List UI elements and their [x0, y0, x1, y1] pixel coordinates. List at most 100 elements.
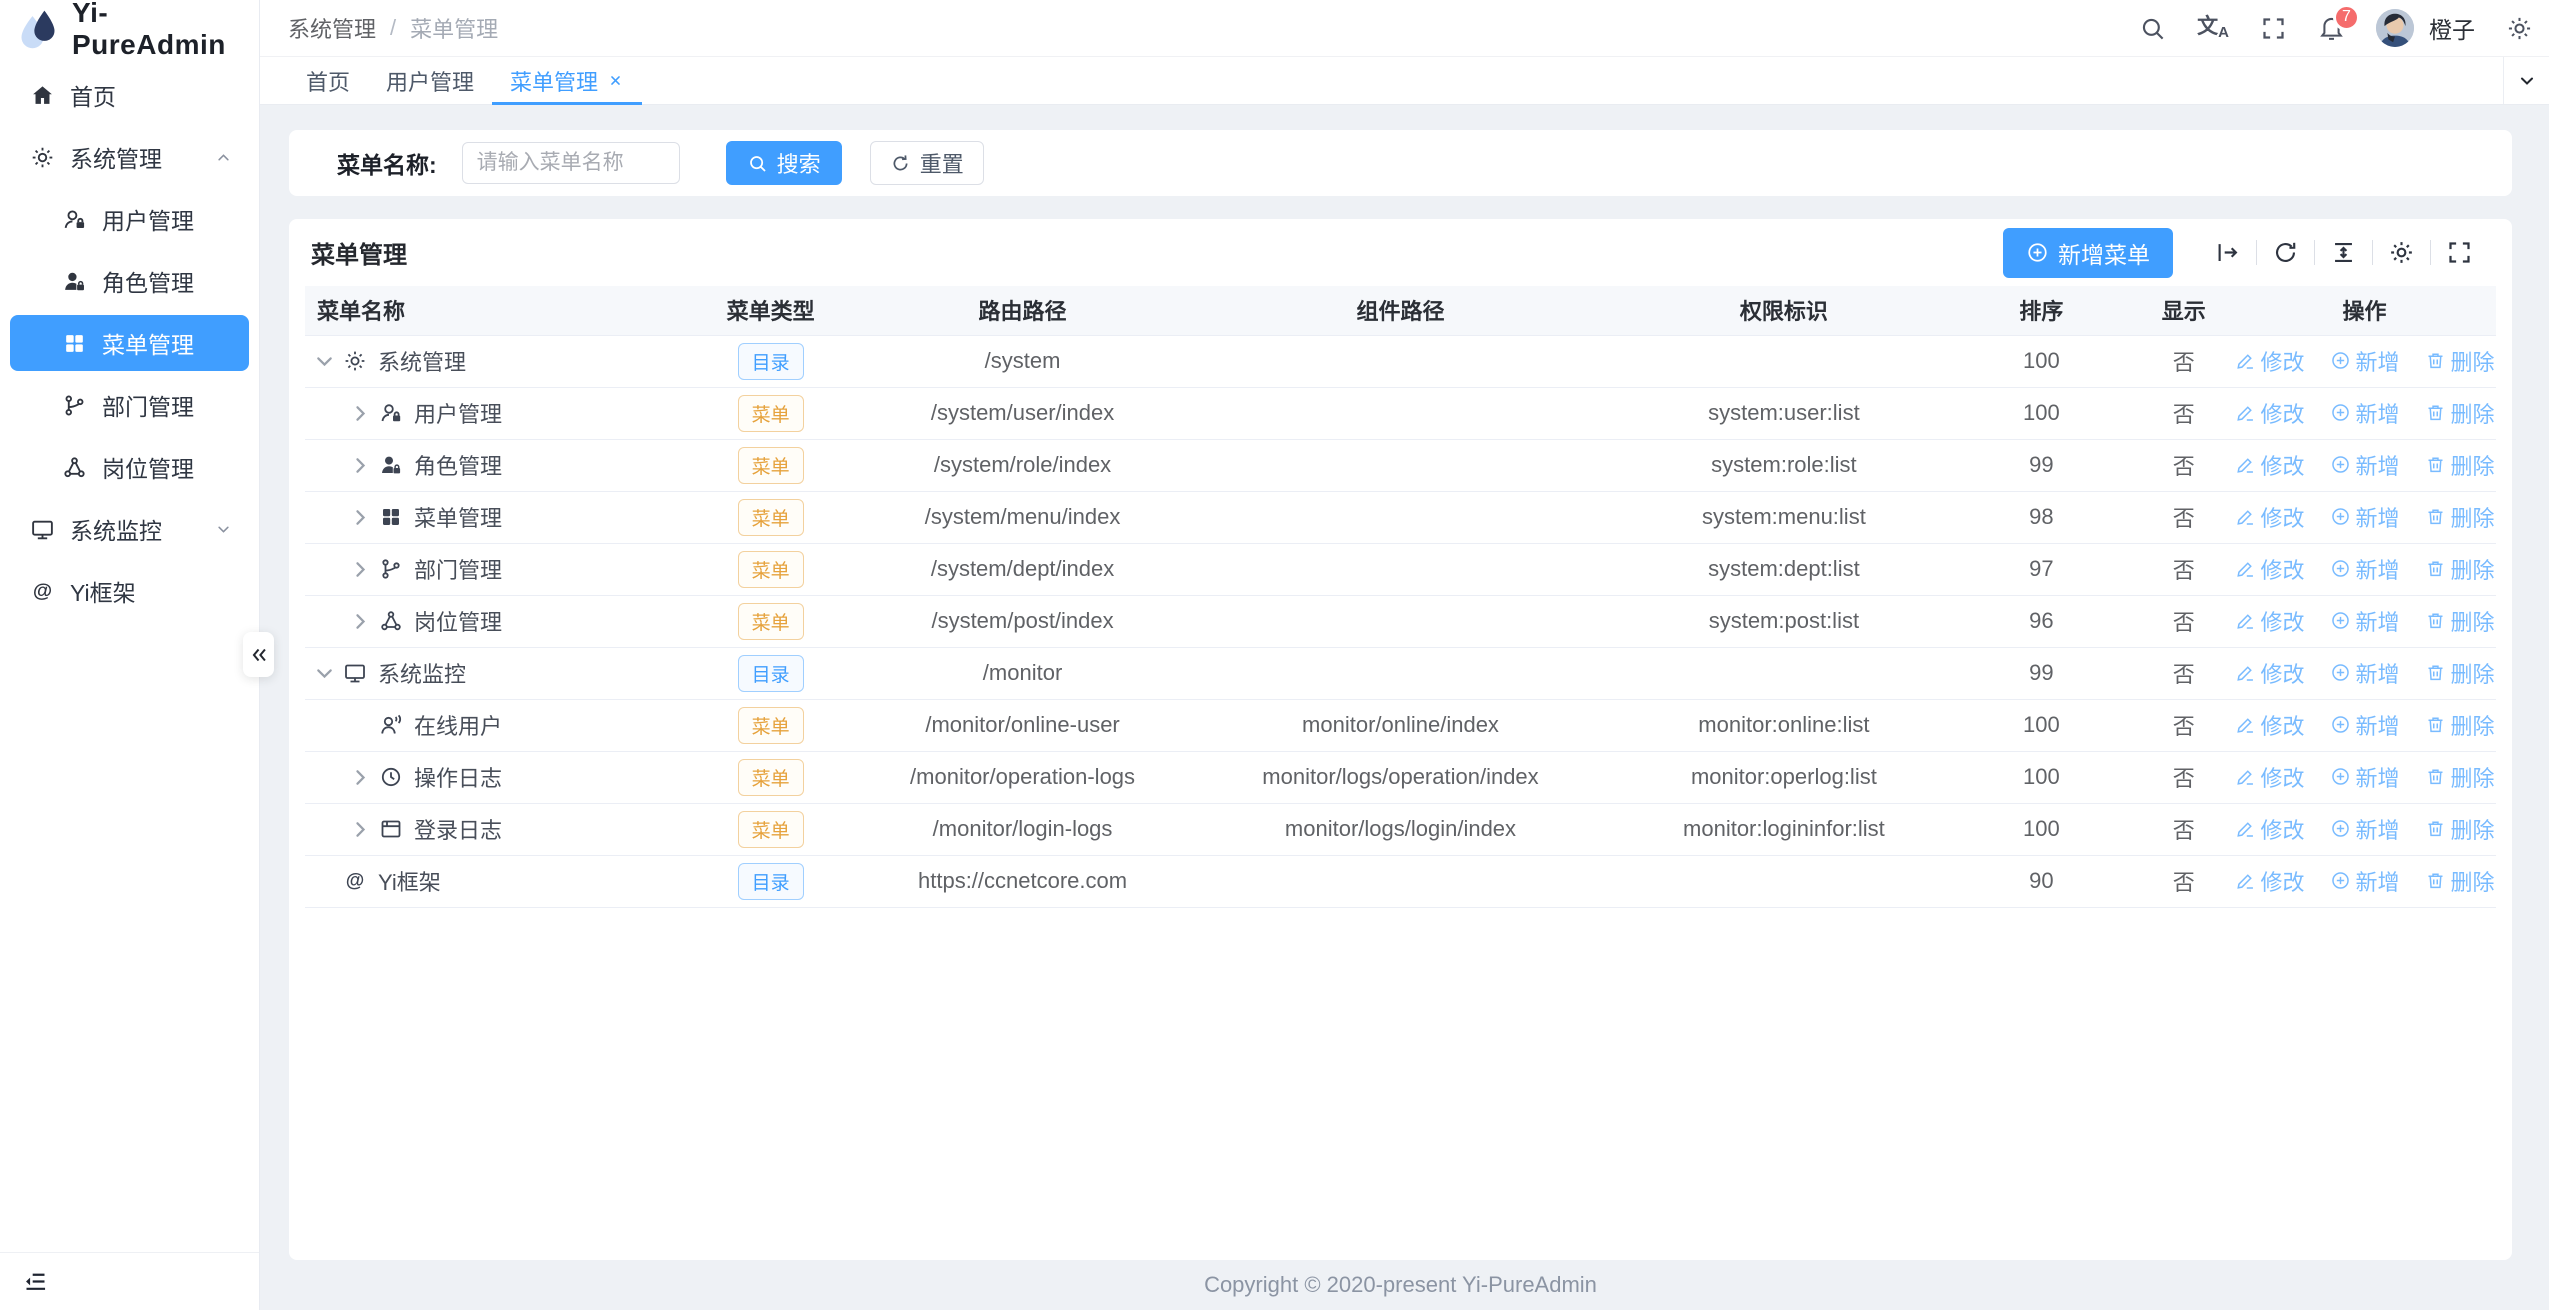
delete-link[interactable]: 删除: [2425, 709, 2495, 741]
settings-gear-icon[interactable]: [2506, 15, 2533, 42]
edit-link[interactable]: 修改: [2235, 553, 2305, 585]
sidebar-footer: [0, 1252, 259, 1310]
sidebar-item-system-management[interactable]: 系统管理: [10, 129, 249, 185]
branch-icon: [62, 393, 87, 418]
user-avatar[interactable]: [2376, 9, 2414, 47]
edit-link[interactable]: 修改: [2235, 865, 2305, 897]
search-form-card: 菜单名称: 搜索 重置: [289, 130, 2512, 196]
close-icon[interactable]: [607, 72, 624, 89]
sidebar-item-system-monitor[interactable]: 系统监控: [10, 501, 249, 557]
edit-link[interactable]: 修改: [2235, 345, 2305, 377]
delete-link[interactable]: 删除: [2425, 345, 2495, 377]
chevron-down-icon[interactable]: [311, 348, 338, 375]
online-user-icon: [379, 713, 403, 737]
cell-operations: 修改 新增 删除: [2233, 647, 2496, 700]
plus-circle-icon: [2330, 870, 2351, 891]
sidebar-item-dept-management[interactable]: 部门管理: [10, 377, 249, 433]
user-name[interactable]: 橙子: [2429, 17, 2475, 43]
sidebar-item-user-management[interactable]: 用户管理: [10, 191, 249, 247]
expand-all-icon[interactable]: [2214, 239, 2241, 266]
sidebar-item-yi-framework[interactable]: @ Yi框架: [10, 563, 249, 619]
add-link[interactable]: 新增: [2330, 709, 2400, 741]
edit-link[interactable]: 修改: [2235, 449, 2305, 481]
sidebar-item-label: 系统监控: [70, 518, 162, 544]
breadcrumb-separator: /: [390, 15, 397, 40]
chevron-right-icon[interactable]: [347, 608, 374, 635]
delete-link[interactable]: 删除: [2425, 553, 2495, 585]
table-row: 操作日志 菜单/monitor/operation-logs monitor/log…: [305, 751, 2496, 804]
sidebar-item-post-management[interactable]: 岗位管理: [10, 439, 249, 495]
delete-link[interactable]: 删除: [2425, 501, 2495, 533]
sidebar-item-role-management[interactable]: 角色管理: [10, 253, 249, 309]
add-link[interactable]: 新增: [2330, 761, 2400, 793]
tab-home[interactable]: 首页: [288, 57, 368, 104]
add-link[interactable]: 新增: [2330, 449, 2400, 481]
fullscreen-icon[interactable]: [2260, 15, 2287, 42]
delete-link[interactable]: 删除: [2425, 865, 2495, 897]
trash-icon: [2425, 662, 2446, 683]
add-link[interactable]: 新增: [2330, 657, 2400, 689]
plus-circle-icon: [2330, 402, 2351, 423]
search-icon[interactable]: [2139, 15, 2166, 42]
cell-route-path: /monitor/operation-logs: [863, 751, 1182, 804]
cell-operations: 修改 新增 删除: [2233, 334, 2496, 388]
table-fullscreen-icon[interactable]: [2446, 239, 2473, 266]
delete-link[interactable]: 删除: [2425, 449, 2495, 481]
plus-circle-icon: [2330, 506, 2351, 527]
chevron-right-icon[interactable]: [347, 504, 374, 531]
edit-link[interactable]: 修改: [2235, 657, 2305, 689]
add-link[interactable]: 新增: [2330, 501, 2400, 533]
plus-circle-icon: [2330, 454, 2351, 475]
edit-link[interactable]: 修改: [2235, 501, 2305, 533]
edit-link[interactable]: 修改: [2235, 813, 2305, 845]
notification-bell-icon[interactable]: 7: [2318, 3, 2360, 42]
chevron-right-icon[interactable]: [347, 452, 374, 479]
breadcrumb-item[interactable]: 系统管理: [288, 17, 377, 42]
pencil-icon: [2235, 662, 2256, 683]
edit-link[interactable]: 修改: [2235, 605, 2305, 637]
row-density-icon[interactable]: [2330, 239, 2357, 266]
chevron-down-icon[interactable]: [311, 660, 338, 687]
sidebar-item-home[interactable]: 首页: [10, 67, 249, 123]
tabs-more-button[interactable]: [2503, 57, 2549, 104]
menu-name-text: 岗位管理: [414, 610, 503, 635]
toolbar-divider: [2430, 240, 2431, 265]
add-link[interactable]: 新增: [2330, 397, 2400, 429]
cell-show: 否: [2134, 699, 2234, 752]
delete-link[interactable]: 删除: [2425, 657, 2495, 689]
chevron-right-icon[interactable]: [347, 556, 374, 583]
tab-user-management[interactable]: 用户管理: [368, 57, 492, 104]
add-link[interactable]: 新增: [2330, 345, 2400, 377]
edit-link[interactable]: 修改: [2235, 709, 2305, 741]
edit-link[interactable]: 修改: [2235, 761, 2305, 793]
delete-link[interactable]: 删除: [2425, 761, 2495, 793]
add-link[interactable]: 新增: [2330, 605, 2400, 637]
column-settings-icon[interactable]: [2388, 239, 2415, 266]
add-link[interactable]: 新增: [2330, 553, 2400, 585]
add-link[interactable]: 新增: [2330, 813, 2400, 845]
trash-icon: [2425, 350, 2446, 371]
sidebar-item-menu-management[interactable]: 菜单管理: [10, 315, 249, 371]
cell-route-path: /system/dept/index: [863, 543, 1182, 596]
chevron-right-icon[interactable]: [347, 764, 374, 791]
collapse-menu-icon[interactable]: [22, 1268, 49, 1295]
gear-icon: [30, 145, 55, 170]
menu-name-input[interactable]: [461, 142, 680, 184]
search-button[interactable]: 搜索: [725, 141, 842, 185]
delete-link[interactable]: 删除: [2425, 397, 2495, 429]
edit-link[interactable]: 修改: [2235, 397, 2305, 429]
delete-link[interactable]: 删除: [2425, 605, 2495, 637]
edit-link-label: 修改: [2260, 401, 2305, 427]
add-link[interactable]: 新增: [2330, 865, 2400, 897]
cell-permission: monitor:online:list: [1619, 699, 1949, 752]
chevron-right-icon[interactable]: [347, 816, 374, 843]
refresh-icon[interactable]: [2272, 239, 2299, 266]
sidebar-collapse-button[interactable]: [243, 632, 274, 677]
chevron-right-icon[interactable]: [347, 400, 374, 427]
tab-menu-management[interactable]: 菜单管理: [492, 57, 643, 105]
reset-button[interactable]: 重置: [869, 141, 984, 185]
delete-link[interactable]: 删除: [2425, 813, 2495, 845]
add-menu-button[interactable]: 新增菜单: [2003, 227, 2173, 278]
